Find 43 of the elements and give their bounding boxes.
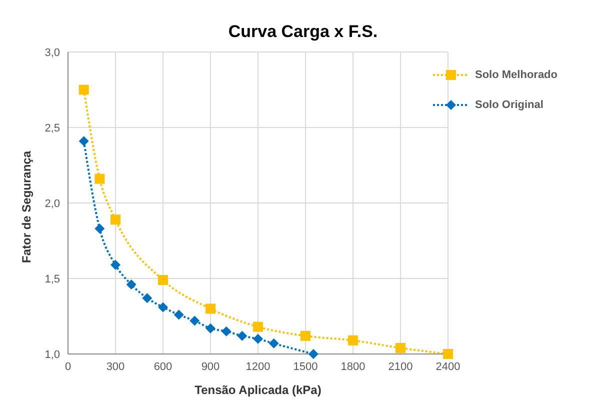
y-tick-label: 1,5 xyxy=(44,273,60,286)
legend-label: Solo Melhorado xyxy=(475,69,558,81)
x-tick-label: 1200 xyxy=(246,360,270,373)
x-tick-label: 2400 xyxy=(436,360,460,373)
x-tick-label: 600 xyxy=(154,360,172,373)
point xyxy=(253,334,263,344)
point xyxy=(78,136,89,146)
point xyxy=(221,326,232,336)
legend-label: Solo Original xyxy=(475,99,544,111)
x-axis-title: Tensão Aplicada (kPa) xyxy=(194,383,322,397)
point xyxy=(253,322,263,332)
y-axis-title: Fator de Segurança xyxy=(19,150,34,263)
y-tick-label: 3,0 xyxy=(44,46,60,59)
x-tick-label: 2100 xyxy=(388,360,413,373)
point xyxy=(174,310,184,320)
point xyxy=(126,280,136,290)
x-tick-label: 1800 xyxy=(340,360,366,373)
point xyxy=(348,335,358,346)
point xyxy=(443,349,453,359)
point xyxy=(78,84,89,95)
x-tick-label: 0 xyxy=(64,360,72,373)
point xyxy=(190,316,200,326)
point xyxy=(142,293,152,304)
point xyxy=(110,260,120,270)
point xyxy=(396,342,406,353)
x-tick-label: 900 xyxy=(201,360,220,373)
point xyxy=(308,349,318,359)
x-tick-label: 1500 xyxy=(293,360,318,373)
point xyxy=(158,302,168,312)
point xyxy=(206,304,216,314)
point xyxy=(268,338,279,348)
y-tick-label: 1,0 xyxy=(44,348,60,361)
point xyxy=(300,330,310,341)
x-tick-label: 300 xyxy=(106,360,125,373)
point xyxy=(94,174,105,184)
point xyxy=(237,330,248,341)
point xyxy=(158,275,168,286)
point xyxy=(206,323,216,334)
y-tick-label: 2,5 xyxy=(44,122,60,134)
point xyxy=(94,224,105,234)
point xyxy=(110,214,120,225)
chart-title: Curva Carga x F.S. xyxy=(227,21,379,43)
y-tick-label: 2,0 xyxy=(44,198,60,210)
